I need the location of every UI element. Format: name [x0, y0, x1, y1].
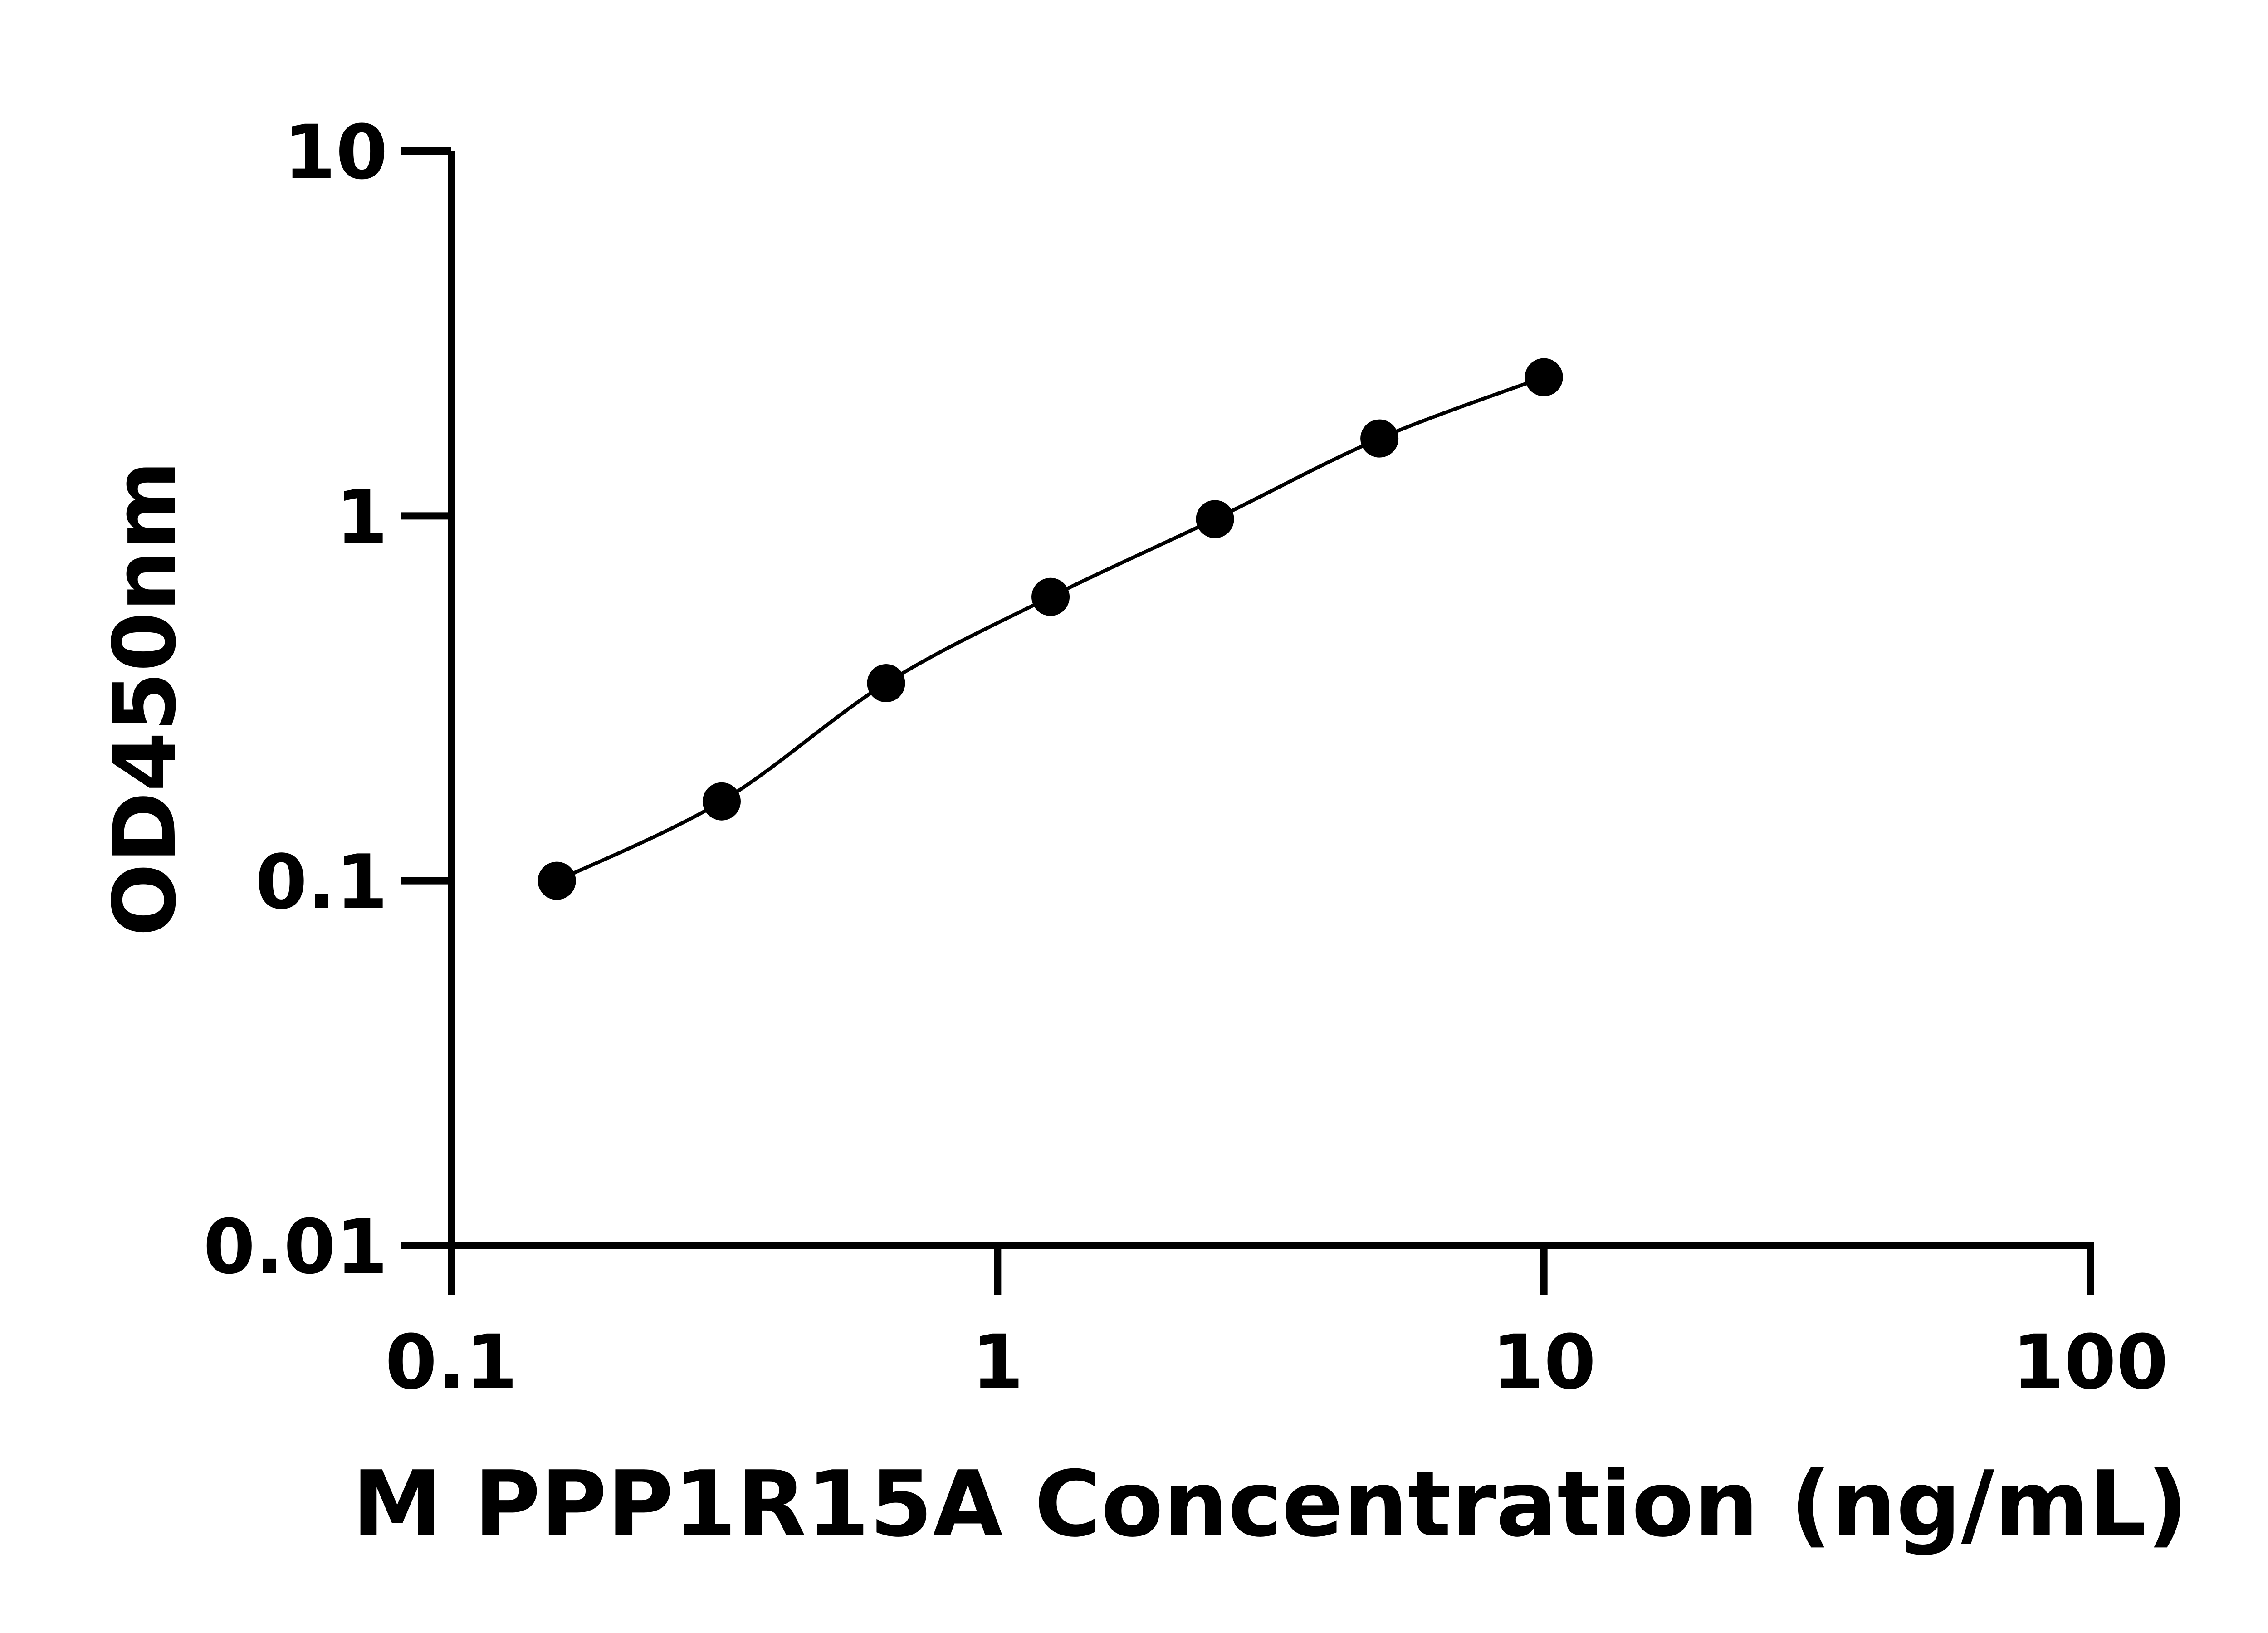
data-point [1196, 500, 1234, 538]
data-point [1031, 577, 1070, 616]
data-point [538, 861, 576, 900]
x-tick-label: 10 [1492, 1319, 1596, 1406]
y-tick-label: 0.01 [203, 1203, 388, 1291]
axes: 0.1 1 10 100 0.01 0.1 1 10 [203, 109, 2168, 1406]
y-tick-label: 0.1 [255, 839, 388, 926]
x-tick-label: 1 [972, 1319, 1024, 1406]
data-marks [538, 358, 1563, 900]
y-tick-label: 10 [284, 109, 388, 196]
data-point [702, 782, 741, 821]
data-point [1525, 358, 1563, 396]
data-point [1360, 419, 1399, 458]
y-tick-label: 1 [336, 474, 388, 561]
x-tick-label: 0.1 [385, 1319, 518, 1406]
data-point [867, 664, 905, 703]
x-tick-label: 100 [2012, 1319, 2168, 1406]
x-axis-title: M PPP1R15A Concentration (ng/mL) [352, 1452, 2188, 1557]
y-axis-title: OD450nm [95, 460, 195, 936]
